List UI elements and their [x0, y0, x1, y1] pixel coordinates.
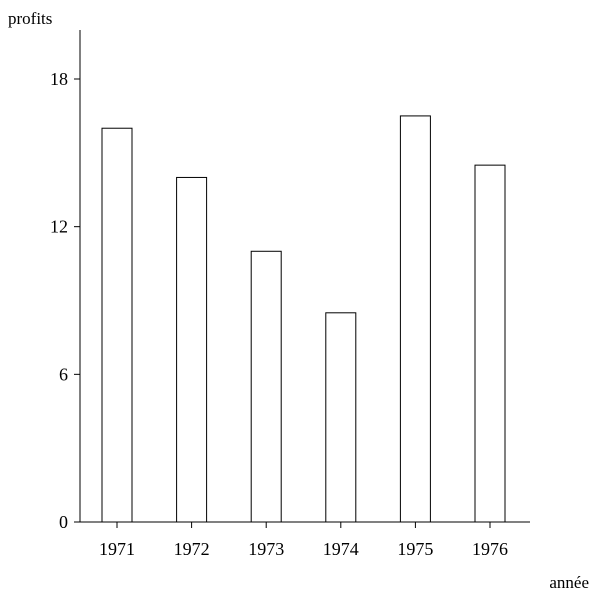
- bar-1971: [101, 127, 133, 523]
- x-axis-title: année: [549, 573, 589, 592]
- y-tick-label: 6: [59, 364, 68, 384]
- x-tick-label-1976: 1976: [472, 539, 508, 559]
- x-tick-label-1975: 1975: [397, 539, 433, 559]
- bars: [101, 115, 506, 523]
- bar-1976: [474, 164, 506, 523]
- y-axis-title: profits: [8, 9, 52, 28]
- bar-1973: [250, 250, 282, 523]
- y-tick-label: 12: [50, 217, 68, 237]
- bar-1972: [176, 176, 208, 523]
- x-tick-label-1971: 1971: [99, 539, 135, 559]
- bar-1974: [325, 312, 357, 523]
- x-ticks: 1971 1972 1973 1974 1975 1976: [99, 522, 508, 559]
- y-tick-label: 18: [50, 69, 68, 89]
- y-tick-label: 0: [59, 512, 68, 532]
- x-tick-label-1974: 1974: [323, 539, 359, 559]
- x-tick-label-1972: 1972: [174, 539, 210, 559]
- y-ticks: 0 6 12 18: [50, 69, 80, 532]
- x-tick-label-1973: 1973: [248, 539, 284, 559]
- bar-1975: [399, 115, 431, 523]
